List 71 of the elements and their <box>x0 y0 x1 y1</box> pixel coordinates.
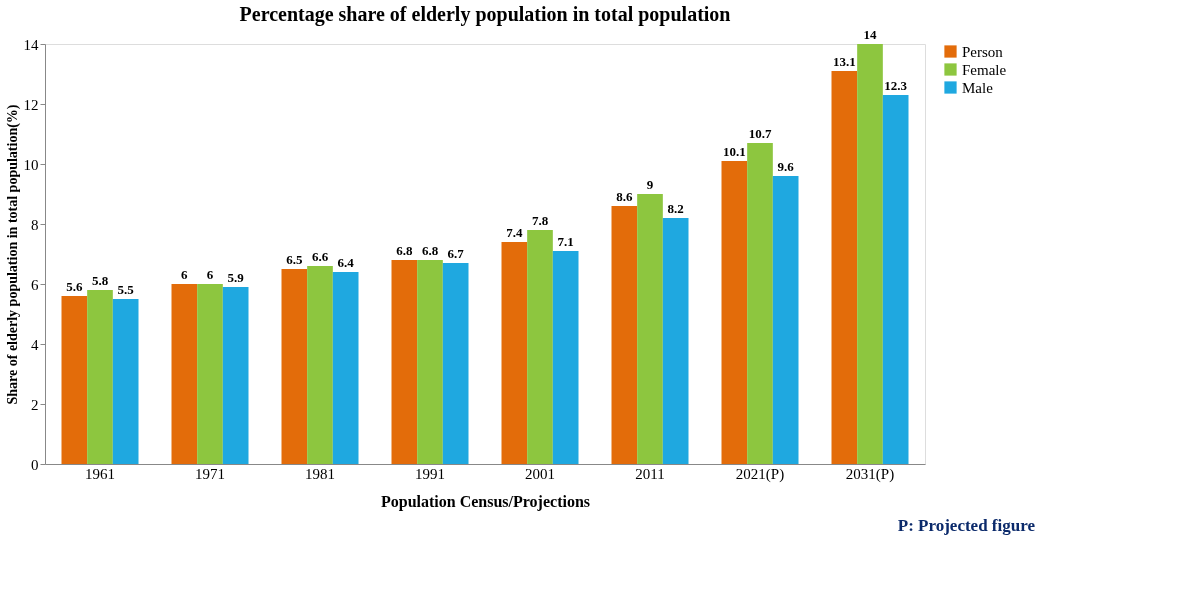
data-label: 6.6 <box>311 249 329 264</box>
bar <box>281 269 308 464</box>
bar <box>747 143 773 464</box>
data-label: 7.8 <box>531 213 549 228</box>
y-tick-label: 4 <box>31 336 39 353</box>
data-label: 6.5 <box>286 252 303 267</box>
y-tick-label: 8 <box>31 216 39 233</box>
y-tick-label: 14 <box>23 36 39 53</box>
x-tick-label: 1991 <box>415 465 445 482</box>
bar <box>882 95 909 464</box>
data-label: 12.3 <box>884 78 908 93</box>
data-label: 6.8 <box>421 243 439 258</box>
x-tick-label: 2001 <box>525 465 555 482</box>
bar <box>857 44 883 464</box>
bar <box>552 251 579 464</box>
bar <box>721 161 748 464</box>
data-label: 10.1 <box>722 144 746 159</box>
x-tick-label: 1981 <box>305 465 335 482</box>
data-label: 7.1 <box>557 234 574 249</box>
data-label: 7.4 <box>506 225 523 240</box>
y-tick-label: 2 <box>31 396 39 413</box>
x-tick-label: 2021(P) <box>735 465 785 483</box>
bar <box>772 176 799 464</box>
legend-label: Female <box>962 61 1007 78</box>
data-label: 14 <box>863 27 877 42</box>
bar <box>332 272 359 464</box>
y-tick-label: 12 <box>23 96 39 113</box>
data-label: 6.8 <box>396 243 413 258</box>
data-label: 13.1 <box>832 54 856 69</box>
x-tick-label: 1961 <box>85 465 115 482</box>
data-label: 5.8 <box>91 273 109 288</box>
x-tick-label: 2031(P) <box>845 465 895 483</box>
y-tick-label: 10 <box>23 156 39 173</box>
y-axis-title: Share of elderly population in total population(%) <box>4 104 21 405</box>
bar <box>197 284 223 464</box>
data-label: 10.7 <box>748 126 772 141</box>
data-label: 5.9 <box>227 270 245 285</box>
data-label: 6 <box>181 267 189 282</box>
bar <box>87 290 113 464</box>
x-axis-title: Population Census/Projections <box>380 492 591 511</box>
data-label: 9 <box>646 177 654 192</box>
bar <box>527 230 553 464</box>
bar <box>112 299 139 464</box>
data-label: 6.4 <box>337 255 355 270</box>
bar <box>307 266 333 464</box>
data-label: 5.5 <box>117 282 135 297</box>
y-tick-label: 0 <box>31 456 39 473</box>
data-label: 5.6 <box>66 279 83 294</box>
data-label: 8.6 <box>616 189 633 204</box>
bar <box>61 296 88 464</box>
bar <box>501 242 528 464</box>
bar <box>171 284 198 464</box>
data-label: 8.2 <box>667 201 684 216</box>
bar <box>662 218 689 464</box>
data-label: 6 <box>206 267 214 282</box>
y-tick-label: 6 <box>31 276 39 293</box>
legend-label: Male <box>962 79 994 96</box>
text: P: Projected figure <box>897 516 1036 535</box>
x-tick-label: 1971 <box>195 465 225 482</box>
legend-label: Person <box>962 43 1004 60</box>
bar <box>637 194 663 464</box>
data-label: 9.6 <box>777 159 795 174</box>
x-tick-label: 2011 <box>635 465 665 482</box>
bar <box>442 263 469 464</box>
bar <box>222 287 249 464</box>
chart-title: Percentage share of elderly population in total population <box>239 3 731 26</box>
bar <box>831 71 858 464</box>
data-label: 6.7 <box>447 246 465 261</box>
bar <box>391 260 418 464</box>
bar <box>611 206 638 464</box>
bar <box>417 260 443 464</box>
